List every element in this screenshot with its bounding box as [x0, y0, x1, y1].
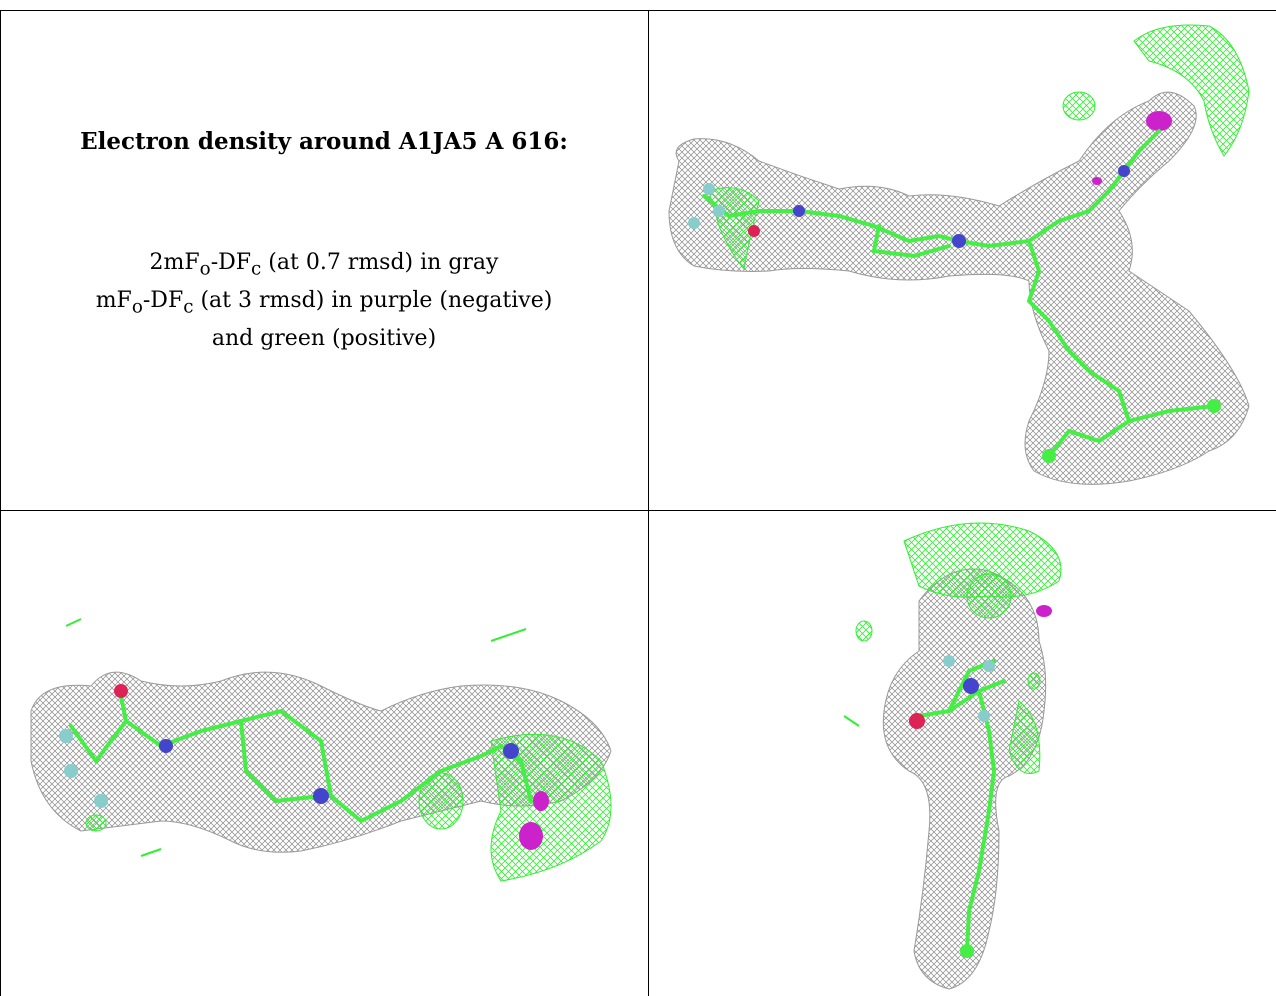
grid-border-top [0, 10, 1276, 11]
density-view-3-graphic [843, 522, 1062, 990]
legend-2fofc: 2mFo-DFc (at 0.7 rmsd) in gray [0, 250, 648, 279]
figure-title: Electron density around A1JA5 A 616: [80, 128, 568, 155]
gray-density-mesh [882, 568, 1047, 990]
grid-divider-vertical [648, 10, 649, 996]
grid-divider-horizontal [0, 510, 1276, 511]
density-view-1 [649, 11, 1276, 510]
legend-positive: and green (positive) [211, 326, 437, 351]
purple-negative-density [1036, 605, 1052, 617]
legend-2fofc-mid: -DF [210, 250, 252, 275]
grid-border-left [0, 10, 1, 996]
ligand-sticks [69, 694, 533, 824]
gray-density-mesh [668, 91, 1250, 485]
atoms [59, 684, 519, 808]
density-view-2-graphic [30, 618, 612, 882]
atoms [688, 165, 1221, 463]
green-positive-density [843, 522, 1062, 774]
purple-negative-density [519, 791, 549, 850]
legend-fofc: mFo-DFc (at 3 rmsd) in purple (negative) [0, 288, 648, 317]
gray-density-mesh [30, 671, 612, 853]
legend-fofc-prefix: mF [95, 288, 132, 313]
legend-2fofc-prefix: 2mF [149, 250, 200, 275]
legend-2fofc-suffix: (at 0.7 rmsd) in gray [261, 250, 499, 275]
legend-fofc-mid: -DF [142, 288, 184, 313]
density-view-2 [1, 511, 648, 996]
purple-negative-density [1092, 111, 1172, 185]
density-view-3 [649, 511, 1276, 996]
caption-cell: Electron density around A1JA5 A 616: 2mF… [0, 0, 648, 508]
legend-2fofc-sub-c: c [251, 258, 262, 280]
atoms [909, 655, 995, 958]
density-view-1-graphic [668, 24, 1250, 485]
legend-fofc-sub-c: c [183, 296, 194, 318]
green-positive-density [65, 618, 612, 882]
legend-fofc-suffix: (at 3 rmsd) in purple (negative) [193, 288, 553, 313]
legend-fofc-sub-o: o [131, 296, 143, 318]
legend-2fofc-sub-o: o [199, 258, 211, 280]
